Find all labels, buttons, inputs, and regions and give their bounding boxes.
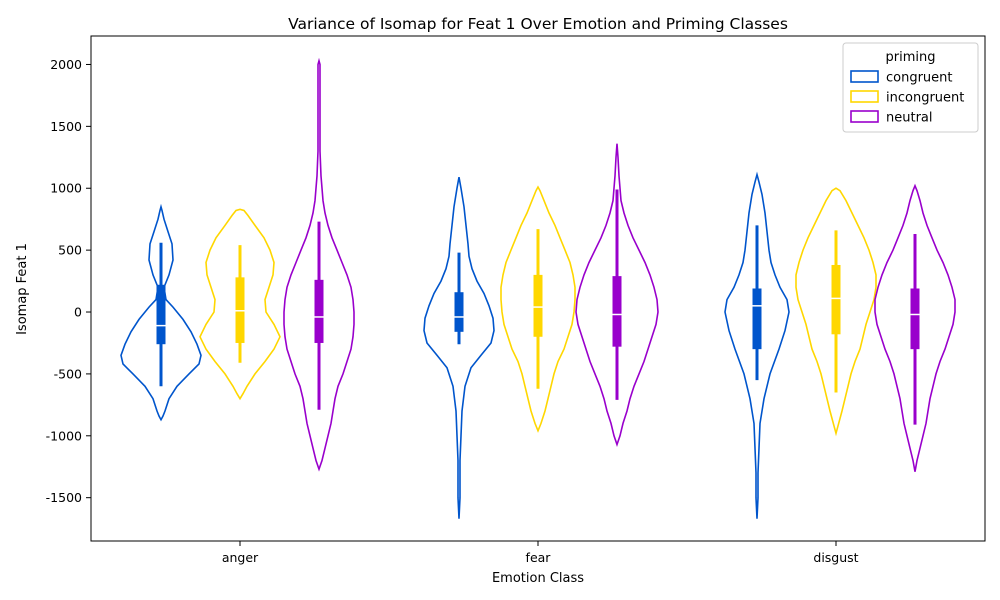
- iqr-box-neutral-disgust: [910, 288, 920, 350]
- iqr-box-neutral-anger: [314, 279, 324, 343]
- iqr-box-congruent-disgust: [752, 288, 762, 350]
- legend-swatch-congruent: [850, 70, 879, 83]
- x-tick-label: anger: [222, 550, 259, 565]
- iqr-box-neutral-fear: [612, 276, 622, 347]
- y-tick-label: 2000: [50, 57, 82, 72]
- x-tick-label: fear: [526, 550, 552, 565]
- legend-label-incongruent: incongruent: [886, 91, 964, 106]
- violin-incongruent-fear: [500, 185, 576, 433]
- violin-incongruent-anger: [199, 208, 281, 401]
- iqr-box-congruent-fear: [454, 292, 464, 332]
- legend-swatch-neutral: [850, 110, 879, 123]
- box-layer: [156, 189, 920, 425]
- x-tick-label: disgust: [813, 550, 858, 565]
- chart-title: Variance of Isomap for Feat 1 Over Emoti…: [288, 15, 788, 33]
- y-tick-label: -1500: [46, 490, 82, 505]
- y-axis: -1500 -1000 -500 0 500 1000 1500 2000: [46, 57, 91, 505]
- violin-congruent-anger: [120, 203, 202, 422]
- legend: priming congruent incongruent neutral: [842, 42, 979, 133]
- iqr-box-congruent-anger: [156, 284, 166, 345]
- legend-swatch-incongruent: [850, 90, 879, 103]
- violin-incongruent-disgust: [795, 187, 877, 437]
- iqr-box-incongruent-disgust: [831, 264, 841, 335]
- legend-label-congruent: congruent: [886, 71, 953, 86]
- y-tick-label: 500: [58, 243, 82, 258]
- x-axis-title: Emotion Class: [492, 571, 584, 586]
- y-tick-label: 1000: [50, 181, 82, 196]
- legend-box: [842, 42, 979, 133]
- legend-title: priming: [886, 50, 936, 65]
- violin-neutral-disgust: [874, 183, 956, 472]
- y-tick-label: -500: [54, 366, 82, 381]
- violin-neutral-fear: [575, 143, 659, 447]
- violin-neutral-anger: [283, 57, 355, 472]
- x-axis: anger fear disgust: [222, 541, 859, 565]
- iqr-box-incongruent-fear: [533, 274, 543, 337]
- violin-layer: [120, 57, 956, 519]
- legend-label-neutral: neutral: [886, 111, 933, 126]
- y-axis-title: Isomap Feat 1: [15, 243, 30, 335]
- violin-congruent-disgust: [724, 171, 790, 519]
- y-tick-label: 1500: [50, 119, 82, 134]
- y-tick-label: -1000: [46, 428, 82, 443]
- y-tick-label: 0: [74, 305, 82, 320]
- violin-congruent-fear: [423, 176, 495, 519]
